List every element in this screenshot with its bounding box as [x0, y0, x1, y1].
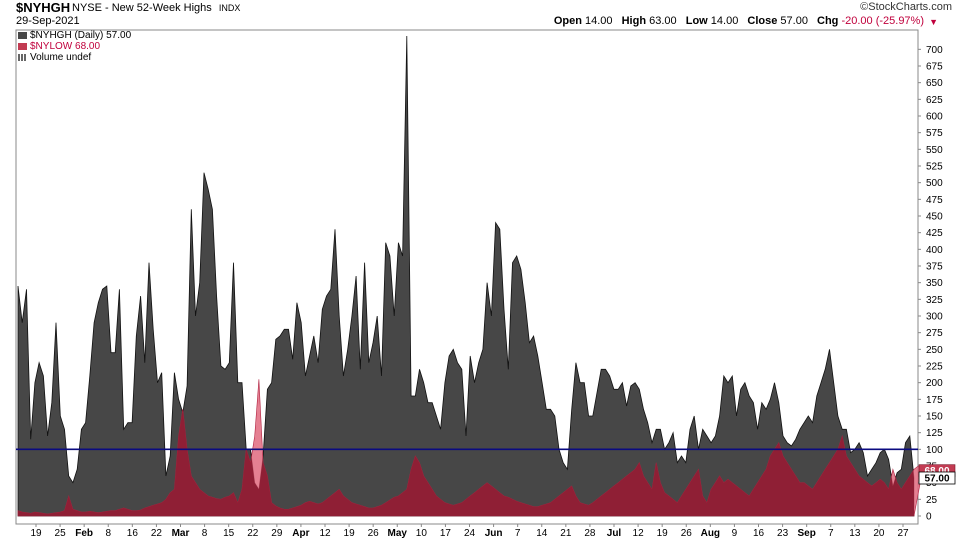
stockcharts-brand[interactable]: ©StockCharts.com [860, 1, 952, 13]
y-tick-label: 375 [926, 262, 943, 273]
x-tick-label: Aug [701, 528, 720, 539]
open-label: Open [553, 15, 582, 27]
lows-swatch-icon [18, 43, 27, 50]
legend-volume-label: Volume undef [30, 52, 92, 63]
x-tick-label: 28 [584, 528, 596, 539]
x-tick-label: 26 [681, 528, 693, 539]
legend-item-lows[interactable]: $NYLOW 68.00 [18, 41, 131, 52]
y-tick-label: 575 [926, 128, 943, 139]
x-tick-label: 16 [753, 528, 765, 539]
x-tick-label: 23 [777, 528, 789, 539]
ticker-symbol[interactable]: $NYHGH [16, 0, 71, 15]
x-tick-label: 29 [271, 528, 283, 539]
x-tick-label: 13 [849, 528, 861, 539]
y-tick-label: 125 [926, 428, 943, 439]
description-text: NYSE - New 52-Week Highs [72, 2, 212, 14]
legend-item-volume[interactable]: Volume undef [18, 52, 131, 63]
high-label: High [621, 15, 647, 27]
y-tick-label: 25 [926, 495, 938, 506]
low-label: Low [685, 15, 708, 27]
legend-highs-label: $NYHGH (Daily) 57.00 [30, 30, 132, 41]
highs-swatch-icon [18, 32, 27, 39]
chg-label: Chg [817, 15, 839, 27]
x-tick-label: 7 [828, 528, 834, 539]
y-tick-label: 625 [926, 95, 943, 106]
x-tick-label: 7 [515, 528, 521, 539]
close-value: 57.00 [780, 15, 808, 27]
y-tick-label: 275 [926, 328, 943, 339]
y-tick-label: 425 [926, 228, 943, 239]
y-tick-label: 225 [926, 362, 943, 373]
y-tick-label: 475 [926, 195, 943, 206]
chart-header: $NYHGH NYSE - New 52-Week Highs INDX 29-… [0, 0, 960, 30]
x-tick-label: 19 [344, 528, 356, 539]
x-tick-label: 16 [127, 528, 139, 539]
chart-legend: $NYHGH (Daily) 57.00 $NYLOW 68.00 Volume… [18, 30, 131, 63]
series-lows-overlap [18, 379, 914, 516]
x-tick-label: 12 [319, 528, 331, 539]
x-tick-label: 8 [105, 528, 111, 539]
y-tick-label: 100 [926, 445, 943, 456]
y-tick-label: 350 [926, 278, 943, 289]
y-tick-label: 500 [926, 178, 943, 189]
chart-date: 29-Sep-2021 [16, 15, 80, 27]
x-tick-label: 9 [732, 528, 738, 539]
y-tick-label: 300 [926, 312, 943, 323]
x-tick-label: 22 [247, 528, 259, 539]
x-tick-label: 19 [30, 528, 42, 539]
x-tick-label: Mar [172, 528, 190, 539]
down-arrow-icon: ▼ [929, 17, 938, 27]
high-value: 63.00 [649, 15, 677, 27]
y-tick-label: 525 [926, 162, 943, 173]
y-tick-label: 700 [926, 45, 943, 56]
x-tick-label: 14 [536, 528, 548, 539]
y-tick-label: 550 [926, 145, 943, 156]
x-tick-label: 8 [202, 528, 208, 539]
y-tick-label: 175 [926, 395, 943, 406]
low-value: 14.00 [710, 15, 739, 27]
close-label: Close [747, 15, 778, 27]
open-value: 14.00 [585, 15, 613, 27]
x-tick-label: Feb [75, 528, 93, 539]
x-tick-label: Apr [292, 528, 309, 539]
y-tick-label: 0 [926, 512, 932, 523]
ohlc-readout: Open 14.00 High 63.00 Low 14.00 Close 57… [554, 15, 924, 27]
y-tick-label: 150 [926, 412, 943, 423]
x-tick-label: Jun [485, 528, 503, 539]
x-tick-label: 17 [440, 528, 452, 539]
x-tick-label: 20 [873, 528, 885, 539]
y-tick-label: 400 [926, 245, 943, 256]
x-tick-label: 10 [416, 528, 428, 539]
last-value-highs-label: 57.00 [924, 474, 949, 485]
x-tick-label: May [388, 528, 408, 539]
y-tick-label: 325 [926, 295, 943, 306]
legend-lows-label: $NYLOW 68.00 [30, 41, 101, 52]
x-tick-label: 21 [560, 528, 572, 539]
ticker-description: NYSE - New 52-Week Highs INDX [72, 2, 240, 14]
y-tick-label: 450 [926, 212, 943, 223]
x-tick-label: 22 [151, 528, 163, 539]
x-tick-label: 19 [657, 528, 669, 539]
y-tick-label: 675 [926, 62, 943, 73]
last-value-highs-badge [918, 471, 956, 485]
x-tick-label: Sep [797, 528, 815, 539]
y-tick-label: 600 [926, 112, 943, 123]
exchange-label: INDX [218, 3, 241, 13]
x-tick-label: 25 [55, 528, 67, 539]
y-tick-label: 650 [926, 78, 943, 89]
volume-bars-icon [18, 54, 27, 61]
x-tick-label: 12 [633, 528, 645, 539]
x-tick-label: 27 [897, 528, 909, 539]
chg-value: -20.00 (-25.97%) [841, 15, 924, 27]
legend-item-highs[interactable]: $NYHGH (Daily) 57.00 [18, 30, 131, 41]
x-tick-label: Jul [607, 528, 622, 539]
y-tick-label: 250 [926, 345, 943, 356]
y-tick-label: 200 [926, 378, 943, 389]
x-tick-label: 26 [368, 528, 380, 539]
x-tick-label: 15 [223, 528, 235, 539]
series-highs-area [17, 35, 915, 517]
x-tick-label: 24 [464, 528, 476, 539]
